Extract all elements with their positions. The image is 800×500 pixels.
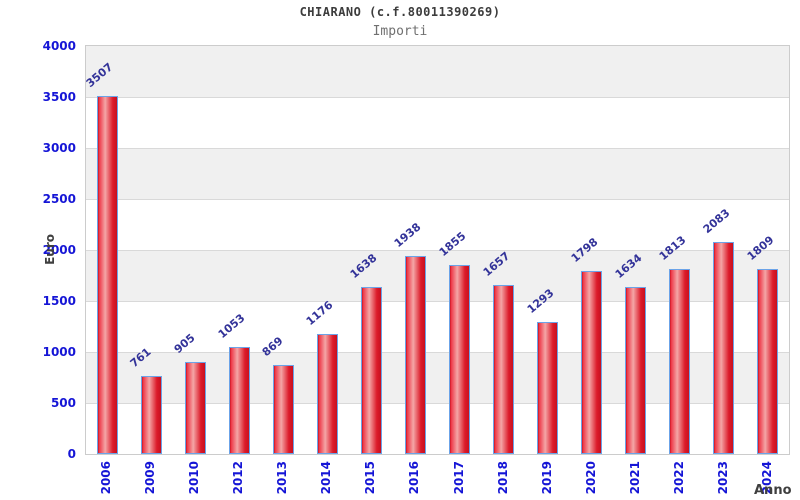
bar-2023 [713,242,735,454]
x-tick-label: 2014 [319,461,334,495]
plot-band [86,199,789,250]
bar-2013 [272,365,294,454]
x-tick-label: 2010 [187,461,202,495]
x-tick-label: 2006 [99,461,114,495]
y-axis-title: Euro [43,234,57,265]
x-axis-title: Anno [754,483,792,498]
gridline [86,403,789,404]
x-tick-label: 2009 [143,461,158,495]
bar-2016 [404,256,426,454]
bar-2020 [581,271,603,454]
bar-2015 [360,287,382,454]
bar-2017 [449,265,471,454]
x-tick-label: 2018 [495,461,510,495]
x-tick-label: 2016 [407,461,422,495]
bar-2009 [140,376,162,454]
x-tick-label: 2021 [627,461,642,495]
gridline [86,199,789,200]
bar-2018 [493,285,515,454]
gridline [86,97,789,98]
plot-band [86,46,789,97]
gridline [86,301,789,302]
chart-title: CHIARANO (c.f.80011390269) [299,5,501,19]
x-tick-label: 2015 [363,461,378,495]
bar-2012 [228,347,250,454]
chart-subtitle: Importi [372,24,428,39]
bar-2021 [625,287,647,454]
bar-2006 [96,96,118,454]
y-tick-label: 1500 [42,294,76,308]
y-tick-label: 2500 [42,192,76,206]
x-tick-label: 2020 [583,461,598,495]
y-tick-label: 500 [50,396,76,410]
x-tick-label: 2019 [539,461,554,495]
y-tick-label: 4000 [42,39,76,53]
x-tick-label: 2023 [715,461,730,495]
x-tick-label: 2017 [451,461,466,495]
y-tick-label: 1000 [42,345,76,359]
bar-2014 [316,334,338,454]
plot-band [86,97,789,148]
y-tick-label: 0 [67,447,76,461]
bar-2022 [669,269,691,454]
gridline [86,148,789,149]
gridline [86,250,789,251]
y-tick-label: 3000 [42,141,76,155]
bar-2010 [184,362,206,454]
x-tick-label: 2013 [275,461,290,495]
x-tick-label: 2012 [231,461,246,495]
y-tick-label: 3500 [42,90,76,104]
bar-2024 [757,269,779,454]
x-tick-label: 2022 [671,461,686,495]
y-tick-label: 2000 [42,243,76,257]
bar-2019 [537,322,559,454]
plot-band [86,148,789,199]
gridline [86,352,789,353]
